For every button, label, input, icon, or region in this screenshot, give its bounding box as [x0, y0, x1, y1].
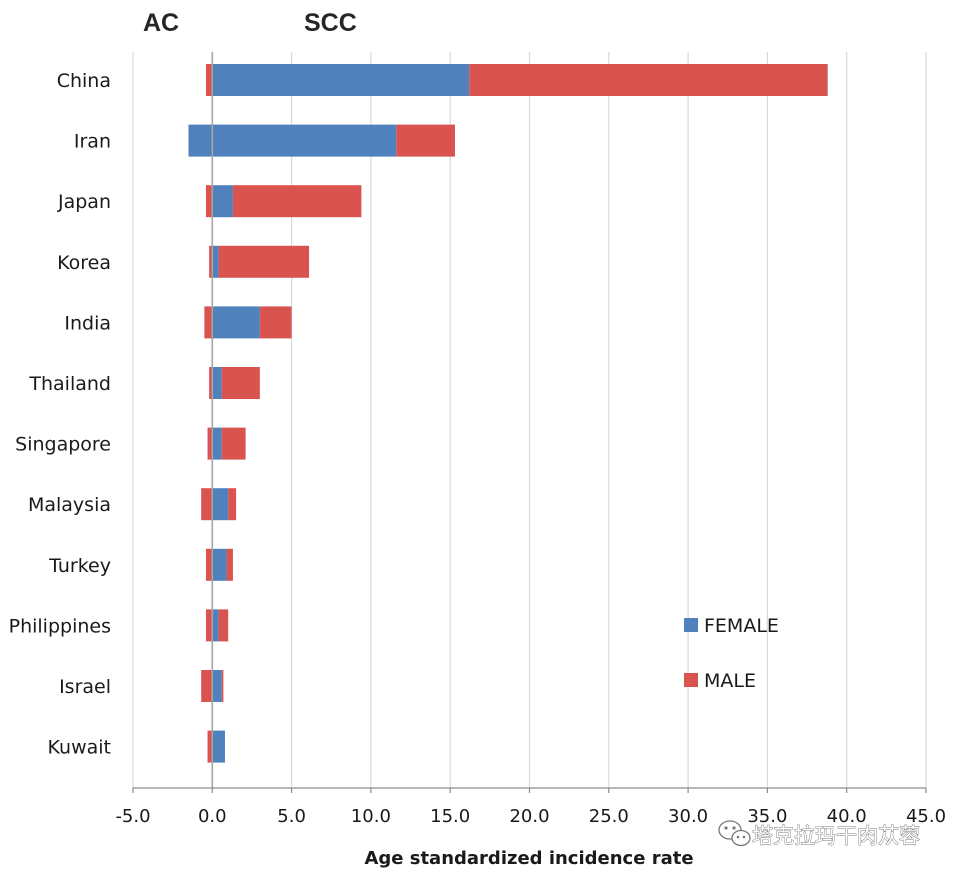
- bar-male-ac: [209, 245, 213, 278]
- bar-female-scc: [212, 306, 260, 339]
- bar-male-ac: [205, 609, 213, 642]
- bar-female-scc: [212, 185, 233, 218]
- legend-label-female: FEMALE: [704, 615, 779, 637]
- ac-side-label: AC: [143, 9, 179, 37]
- x-tick-label: 35.0: [747, 806, 787, 827]
- bar-male-scc: [218, 245, 310, 278]
- bar-male-ac: [204, 306, 213, 339]
- legend: FEMALE MALE: [684, 615, 779, 692]
- bar-male-scc: [396, 124, 455, 157]
- x-tick-label: 40.0: [827, 806, 867, 827]
- legend-label-male: MALE: [704, 670, 756, 692]
- legend-swatch-male: [684, 673, 698, 687]
- bar-male-ac: [209, 367, 213, 399]
- x-tick-label: 5.0: [277, 806, 306, 827]
- bar-male-ac: [205, 185, 213, 218]
- bar-male-ac: [205, 548, 213, 581]
- bars: [188, 64, 828, 763]
- x-tick-label: 10.0: [351, 806, 391, 827]
- bar-male-scc: [228, 488, 237, 521]
- x-axis-title: Age standardized incidence rate: [364, 848, 693, 869]
- bar-female-scc: [212, 245, 219, 278]
- bar-male-ac: [201, 488, 213, 521]
- bar-male-scc: [232, 185, 362, 218]
- bar-male-scc: [221, 670, 224, 702]
- wechat-icon: [718, 820, 751, 847]
- category-label: Malaysia: [28, 494, 111, 516]
- bar-male-ac: [201, 670, 213, 702]
- bar-male-ac: [207, 427, 213, 460]
- bar-female-scc: [212, 64, 470, 96]
- category-label: Turkey: [48, 555, 111, 577]
- bar-female-scc: [212, 730, 225, 763]
- legend-swatch-female: [684, 618, 698, 632]
- x-tick-label: -5.0: [115, 806, 150, 827]
- bar-male-ac: [207, 730, 213, 763]
- category-labels: China Iran Japan Korea India Thailand Singapor…: [9, 70, 111, 759]
- x-tick-label: 30.0: [668, 806, 708, 827]
- category-label: Kuwait: [48, 737, 111, 759]
- bar-male-scc: [259, 306, 292, 339]
- x-tick-label: 25.0: [589, 806, 629, 827]
- bar-female-scc: [212, 670, 222, 702]
- category-label: Israel: [59, 676, 111, 698]
- watermark: 塔克拉玛干肉苁蓉: [718, 820, 920, 848]
- bar-male-ac: [205, 64, 213, 96]
- bar-female-scc: [212, 488, 229, 521]
- scc-side-label: SCC: [304, 9, 357, 37]
- bar-male-scc: [218, 609, 229, 642]
- category-label: Philippines: [9, 615, 111, 637]
- category-label: Korea: [57, 252, 111, 274]
- category-label: Iran: [74, 131, 111, 153]
- category-label: India: [64, 312, 111, 334]
- category-label: China: [57, 70, 111, 92]
- bar-female-scc: [212, 427, 222, 460]
- bar-female-scc: [212, 367, 222, 399]
- bar-male-scc: [221, 427, 246, 460]
- bar-male-scc: [221, 367, 260, 399]
- category-label: Singapore: [15, 434, 111, 456]
- bar-male-scc: [469, 64, 828, 96]
- x-tick-label: 15.0: [430, 806, 470, 827]
- bar-male-scc: [226, 548, 233, 581]
- x-tick-label: 20.0: [509, 806, 549, 827]
- bar-female-scc: [212, 124, 397, 157]
- grid-lines: [132, 52, 927, 788]
- category-label: Thailand: [28, 373, 111, 395]
- watermark-text: 塔克拉玛干肉苁蓉: [752, 824, 920, 848]
- x-axis: -5.0 0.0 5.0 10.0 15.0 20.0 25.0 30.0 35.0 40.0 45…: [115, 787, 946, 827]
- bar-female-scc: [212, 548, 227, 581]
- x-tick-label: 0.0: [198, 806, 227, 827]
- x-tick-label: 45.0: [906, 806, 946, 827]
- bar-female-ac: [188, 124, 213, 157]
- category-label: Japan: [57, 191, 111, 213]
- bar-female-scc: [212, 609, 219, 642]
